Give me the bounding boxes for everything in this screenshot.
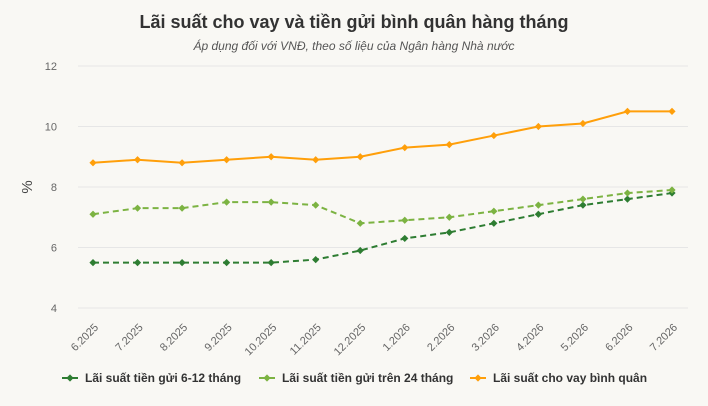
data-point[interactable] <box>490 207 498 215</box>
data-point[interactable] <box>445 141 453 149</box>
data-point[interactable] <box>356 246 364 255</box>
data-point[interactable] <box>267 198 275 206</box>
data-point[interactable] <box>89 159 97 167</box>
y-tick-label: 12 <box>45 61 57 73</box>
legend-item[interactable]: Lãi suất tiền gửi trên 24 tháng <box>259 371 453 385</box>
x-tick-label: 3.2026 <box>470 322 502 354</box>
y-axis-label: % <box>19 180 36 193</box>
data-point[interactable] <box>89 259 97 267</box>
legend-label: Lãi suất tiền gửi trên 24 tháng <box>282 371 453 385</box>
data-point[interactable] <box>133 156 142 164</box>
legend-marker <box>66 374 74 382</box>
x-axis-ticks: 6.2025 7.2025 8.2025 9.2025 10.2025 11.2025 12… <box>69 322 680 359</box>
data-point[interactable] <box>445 213 453 221</box>
data-point[interactable] <box>267 153 275 161</box>
y-tick-label: 4 <box>51 303 57 315</box>
data-point[interactable] <box>623 195 632 203</box>
x-tick-label: 2.2026 <box>425 322 457 354</box>
series-1 <box>89 189 676 267</box>
legend-marker <box>474 374 482 382</box>
data-point[interactable] <box>668 186 676 194</box>
x-tick-label: 7.2025 <box>113 322 145 354</box>
data-point[interactable] <box>623 189 632 197</box>
x-tick-label: 6.2025 <box>69 322 101 354</box>
data-point[interactable] <box>401 216 409 224</box>
legend-marker <box>263 374 271 382</box>
x-tick-label: 11.2025 <box>288 322 324 358</box>
data-point[interactable] <box>223 198 231 206</box>
data-point[interactable] <box>401 144 409 152</box>
data-point[interactable] <box>534 210 542 218</box>
data-point[interactable] <box>623 107 632 115</box>
data-point[interactable] <box>267 259 275 267</box>
legend-label: Lãi suất cho vay bình quân <box>493 371 647 385</box>
data-point[interactable] <box>356 153 364 161</box>
data-point[interactable] <box>534 122 542 131</box>
x-tick-label: 7.2026 <box>648 322 680 354</box>
data-point[interactable] <box>401 234 409 243</box>
x-tick-label: 1.2026 <box>381 322 413 354</box>
series-line <box>92 189 673 225</box>
legend-label: Lãi suất tiền gửi 6-12 tháng <box>85 371 241 385</box>
series-group <box>89 107 676 267</box>
chart-subtitle: Áp dụng đối với VNĐ, theo số liệu của Ng… <box>193 38 515 53</box>
data-point[interactable] <box>579 201 587 209</box>
y-tick-label: 8 <box>51 182 57 194</box>
series-3 <box>89 107 676 167</box>
data-point[interactable] <box>579 119 587 128</box>
series-line <box>93 192 673 264</box>
chart-title: Lãi suất cho vay và tiền gửi bình quân h… <box>139 12 568 32</box>
y-tick-label: 6 <box>51 243 57 255</box>
data-point[interactable] <box>223 259 231 267</box>
data-point[interactable] <box>89 210 97 218</box>
data-point[interactable] <box>223 156 231 164</box>
data-point[interactable] <box>445 228 453 236</box>
legend-item[interactable]: Lãi suất tiền gửi 6-12 tháng <box>62 371 241 385</box>
data-point[interactable] <box>133 204 142 212</box>
data-point[interactable] <box>178 159 186 167</box>
legend: Lãi suất tiền gửi 6-12 tháng Lãi suất tiề… <box>62 371 647 385</box>
x-tick-label: 10.2025 <box>243 322 280 359</box>
gridlines <box>78 65 688 309</box>
data-point[interactable] <box>534 201 542 209</box>
data-point[interactable] <box>579 195 587 203</box>
data-point[interactable] <box>668 107 676 115</box>
y-tick-label: 10 <box>45 122 57 134</box>
data-point[interactable] <box>490 219 498 227</box>
x-tick-label: 5.2026 <box>559 322 591 354</box>
x-tick-label: 4.2026 <box>514 322 546 354</box>
data-point[interactable] <box>312 156 320 164</box>
data-point[interactable] <box>490 131 498 140</box>
series-line <box>92 110 672 164</box>
data-point[interactable] <box>133 259 142 267</box>
data-point[interactable] <box>356 219 364 227</box>
x-tick-label: 12.2025 <box>332 322 369 359</box>
data-point[interactable] <box>312 201 320 209</box>
x-tick-label: 9.2025 <box>202 322 234 354</box>
data-point[interactable] <box>178 259 186 267</box>
x-tick-label: 8.2025 <box>158 322 190 354</box>
data-point[interactable] <box>178 204 186 212</box>
data-point[interactable] <box>312 256 320 264</box>
series-2 <box>89 186 676 227</box>
legend-item[interactable]: Lãi suất cho vay bình quân <box>470 371 647 385</box>
y-axis-ticks: 4 6 8 10 12 <box>45 61 57 315</box>
x-tick-label: 6.2026 <box>603 322 635 354</box>
